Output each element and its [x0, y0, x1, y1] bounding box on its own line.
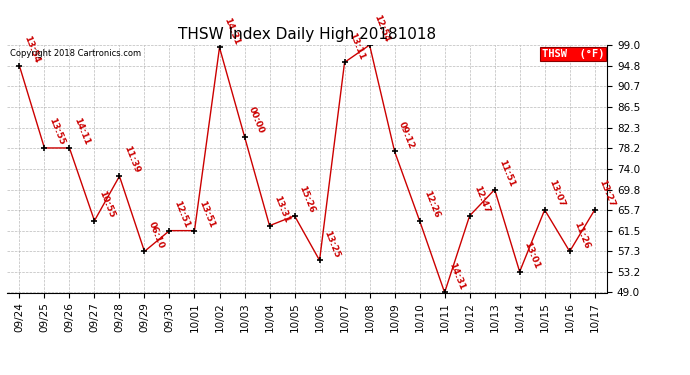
Text: 14:11: 14:11 [72, 117, 91, 147]
Title: THSW Index Daily High 20181018: THSW Index Daily High 20181018 [178, 27, 436, 42]
Text: 10:55: 10:55 [97, 189, 116, 219]
Text: 13:55: 13:55 [47, 117, 66, 147]
Text: 12:47: 12:47 [472, 184, 491, 214]
Text: THSW  (°F): THSW (°F) [542, 49, 604, 59]
Text: 09:12: 09:12 [397, 120, 416, 150]
Text: 12:51: 12:51 [172, 199, 191, 229]
Text: 13:31: 13:31 [272, 194, 291, 224]
Text: 11:39: 11:39 [122, 145, 141, 175]
Text: 13:25: 13:25 [322, 229, 341, 259]
Text: 13:01: 13:01 [522, 240, 541, 270]
Text: 15:26: 15:26 [297, 184, 316, 214]
Text: 12:54: 12:54 [372, 13, 391, 44]
Text: Copyright 2018 Cartronics.com: Copyright 2018 Cartronics.com [10, 49, 141, 58]
Text: 11:26: 11:26 [572, 220, 591, 250]
Text: 14:31: 14:31 [447, 261, 466, 291]
Text: 14:31: 14:31 [222, 16, 241, 46]
Text: 00:00: 00:00 [247, 106, 266, 135]
Text: 13:51: 13:51 [197, 199, 216, 229]
Text: 06:10: 06:10 [147, 220, 166, 250]
Text: 13:54: 13:54 [22, 34, 41, 64]
Text: 12:26: 12:26 [422, 189, 441, 219]
Text: 13:27: 13:27 [598, 178, 616, 209]
Text: 11:51: 11:51 [497, 158, 516, 188]
Text: 13:07: 13:07 [547, 178, 566, 209]
Text: 13:11: 13:11 [347, 31, 366, 61]
